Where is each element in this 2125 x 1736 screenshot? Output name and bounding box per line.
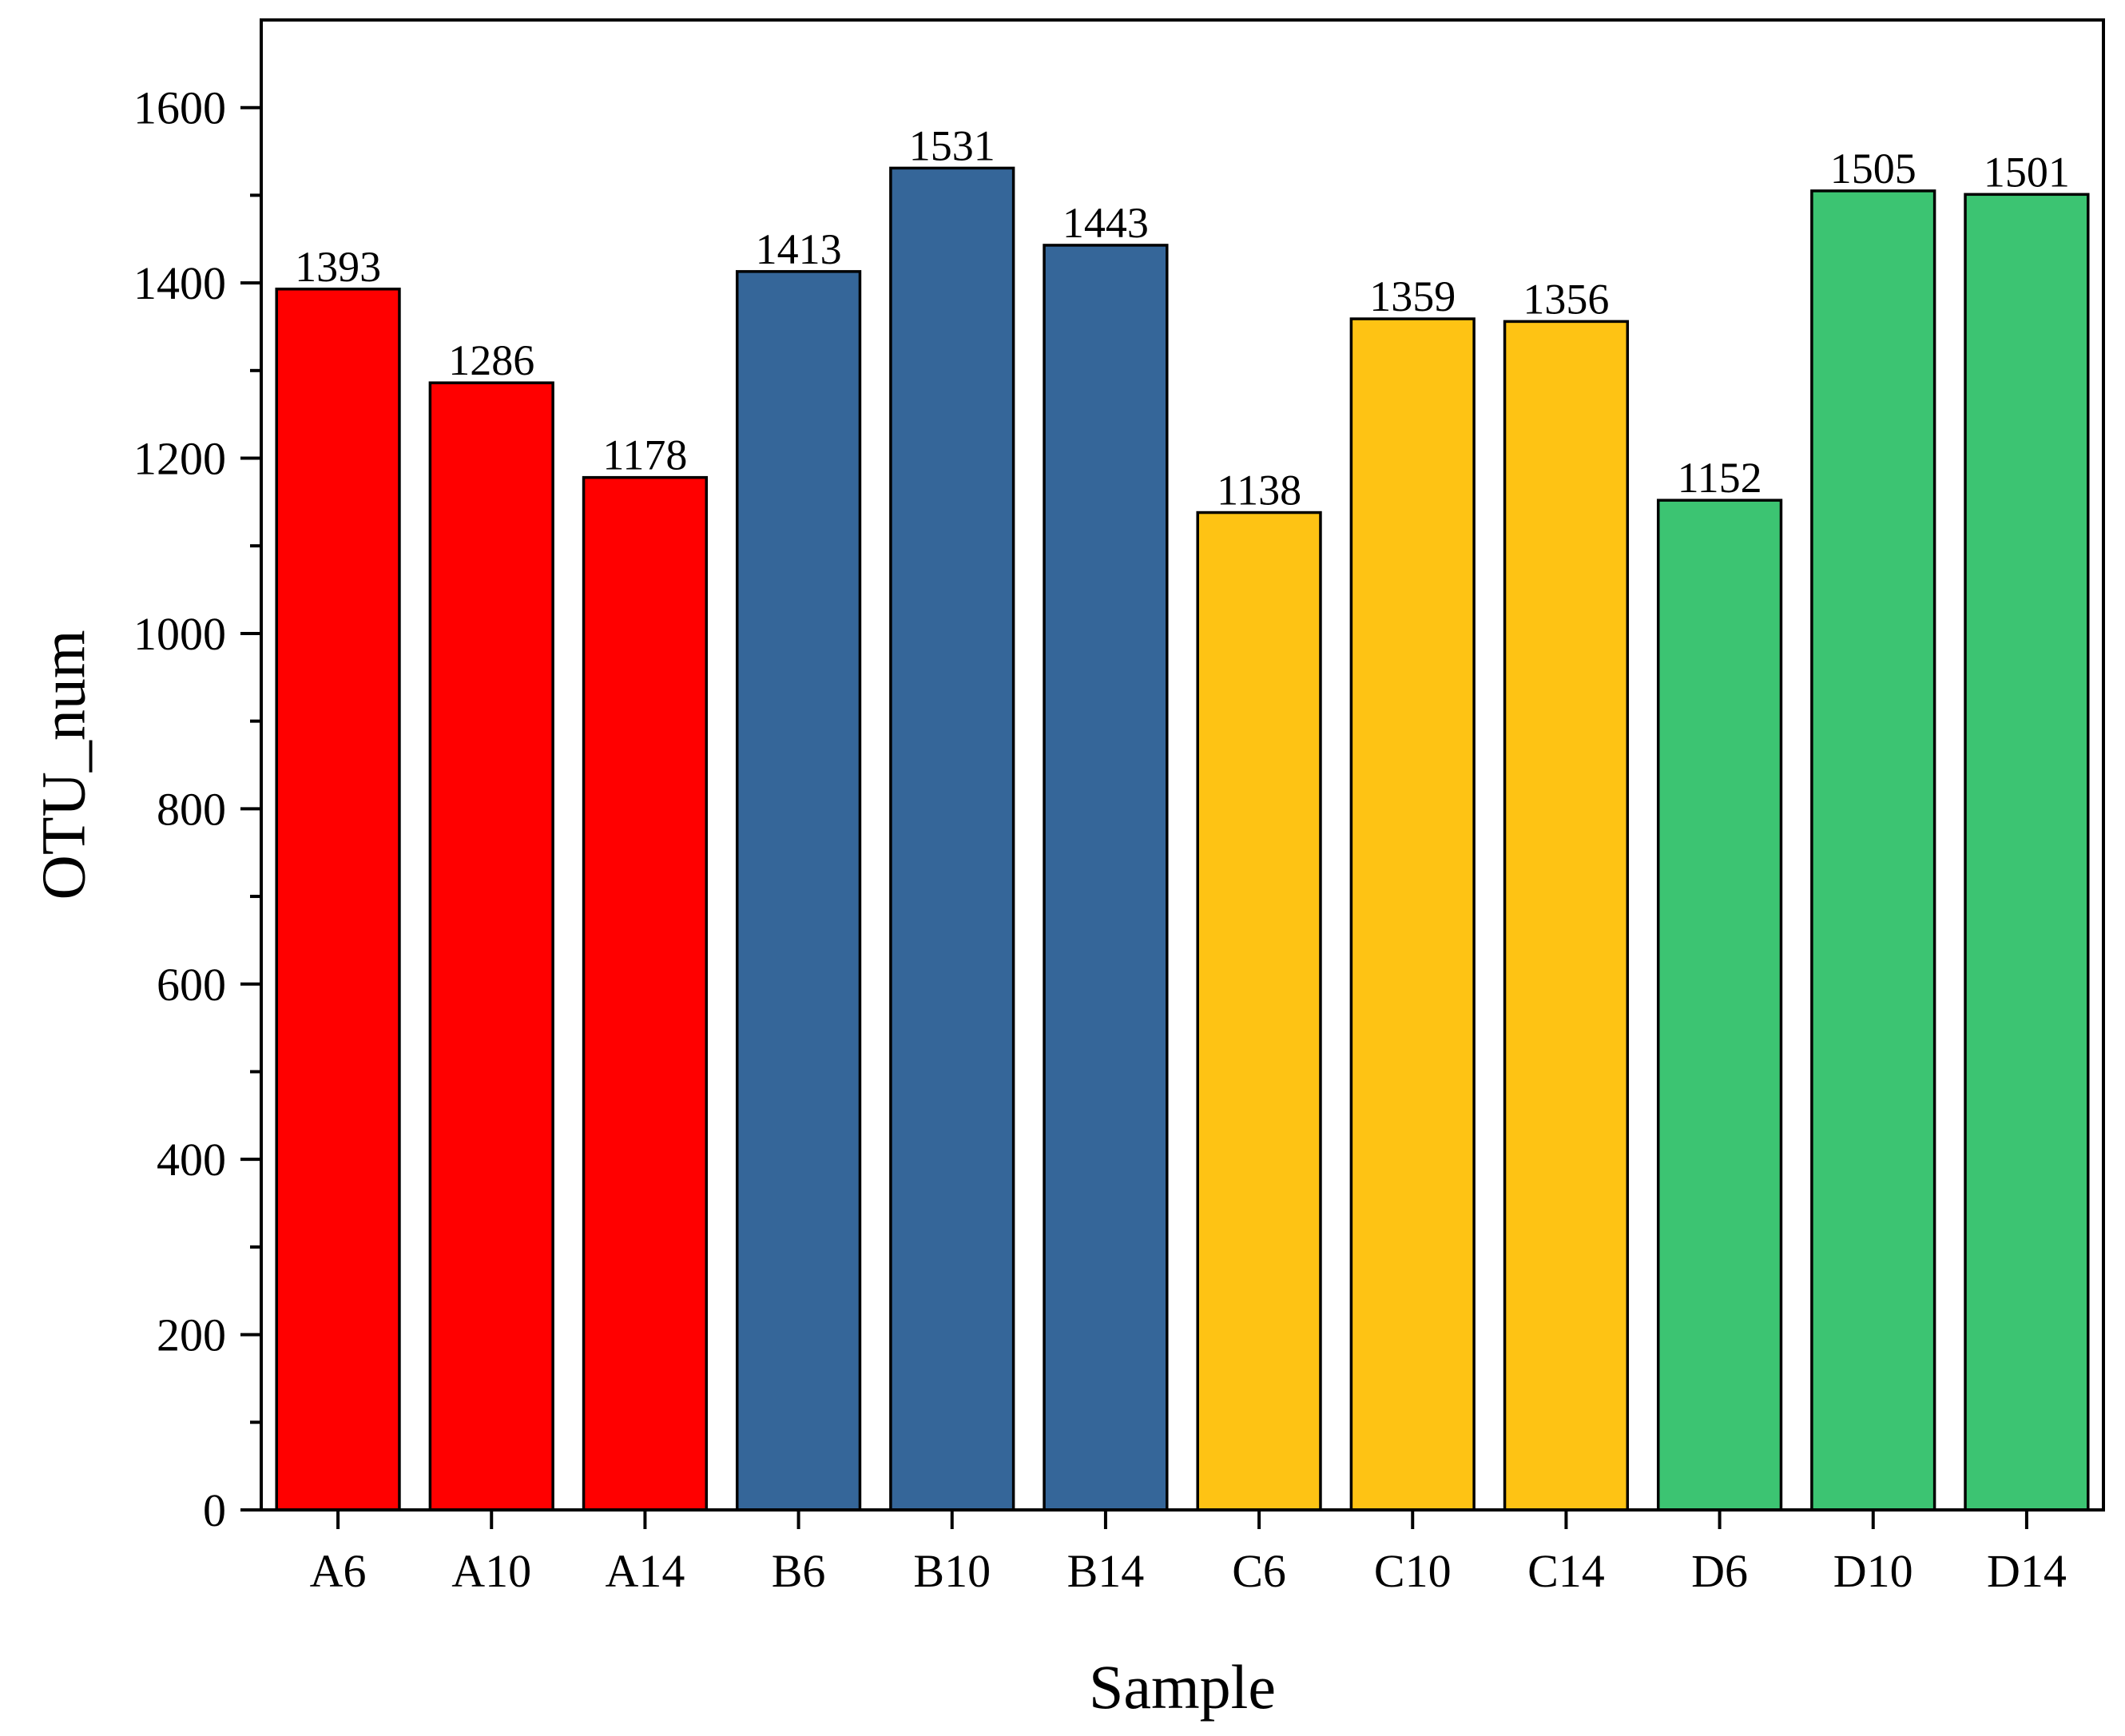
bar-C14 bbox=[1503, 320, 1630, 1512]
x-axis-title: Sample bbox=[1089, 1652, 1276, 1722]
y-tick-label-200: 200 bbox=[157, 1309, 226, 1361]
x-tick-label-A6: A6 bbox=[310, 1545, 367, 1597]
y-axis-ticks bbox=[240, 105, 261, 1512]
data-label-B6: 1413 bbox=[756, 225, 842, 273]
data-label-C6: 1138 bbox=[1217, 467, 1301, 514]
x-axis-ticks bbox=[336, 1510, 2028, 1529]
x-tick-label-B14: B14 bbox=[1067, 1545, 1145, 1597]
data-label-B10: 1531 bbox=[909, 121, 995, 169]
x-tick-label-C10: C10 bbox=[1374, 1545, 1452, 1597]
x-tick-label-C6: C6 bbox=[1232, 1545, 1286, 1597]
x-tick-label-A14: A14 bbox=[605, 1545, 685, 1597]
bar-A14 bbox=[582, 475, 709, 1512]
x-tick-label-B6: B6 bbox=[772, 1545, 826, 1597]
data-labels-layer: 1393 1286 1178 1413 1531 1443 1138 1359 1356 1152… bbox=[295, 121, 2070, 514]
bar-D6 bbox=[1656, 499, 1783, 1512]
x-axis-tick-labels: A6 A10 A14 B6 B10 B14 C6 C10 C14 D6 D10 D14 bbox=[310, 1545, 2067, 1597]
x-tick-label-D6: D6 bbox=[1691, 1545, 1748, 1597]
plot-frame bbox=[260, 18, 2105, 1512]
x-tick-label-A10: A10 bbox=[451, 1545, 531, 1597]
data-label-A6: 1393 bbox=[295, 243, 381, 291]
y-tick-label-1400: 1400 bbox=[133, 257, 226, 309]
bar-A6 bbox=[275, 288, 401, 1512]
data-label-C10: 1359 bbox=[1369, 272, 1456, 320]
data-label-A14: 1178 bbox=[602, 431, 687, 479]
y-tick-label-0: 0 bbox=[203, 1484, 226, 1536]
bar-B10 bbox=[889, 166, 1015, 1512]
y-tick-label-800: 800 bbox=[157, 783, 226, 835]
y-axis-tick-labels: 0 200 400 600 800 1000 1200 1400 1600 bbox=[133, 82, 226, 1536]
x-tick-label-D10: D10 bbox=[1833, 1545, 1913, 1597]
x-tick-label-B10: B10 bbox=[913, 1545, 991, 1597]
y-tick-label-600: 600 bbox=[157, 959, 226, 1011]
data-label-A10: 1286 bbox=[448, 336, 534, 384]
bar-B14 bbox=[1043, 244, 1169, 1512]
bar-C10 bbox=[1349, 317, 1476, 1512]
bar-A10 bbox=[428, 381, 554, 1512]
bar-D14 bbox=[1964, 193, 2090, 1512]
y-tick-label-1200: 1200 bbox=[133, 433, 226, 485]
data-label-D14: 1501 bbox=[1984, 148, 2070, 196]
data-label-B14: 1443 bbox=[1062, 199, 1149, 247]
data-label-C14: 1356 bbox=[1523, 275, 1609, 323]
y-tick-label-1600: 1600 bbox=[133, 82, 226, 134]
y-tick-label-1000: 1000 bbox=[133, 608, 226, 660]
y-tick-label-400: 400 bbox=[157, 1134, 226, 1186]
x-tick-label-C14: C14 bbox=[1527, 1545, 1605, 1597]
bar-D10 bbox=[1810, 189, 1936, 1512]
y-axis-title: OTU_num bbox=[28, 630, 97, 900]
bars-layer bbox=[275, 166, 2090, 1512]
bar-B6 bbox=[735, 270, 862, 1512]
data-label-D10: 1505 bbox=[1830, 145, 1916, 193]
x-tick-label-D14: D14 bbox=[1987, 1545, 2067, 1597]
bar-C6 bbox=[1196, 510, 1322, 1512]
data-label-D6: 1152 bbox=[1678, 454, 1762, 502]
